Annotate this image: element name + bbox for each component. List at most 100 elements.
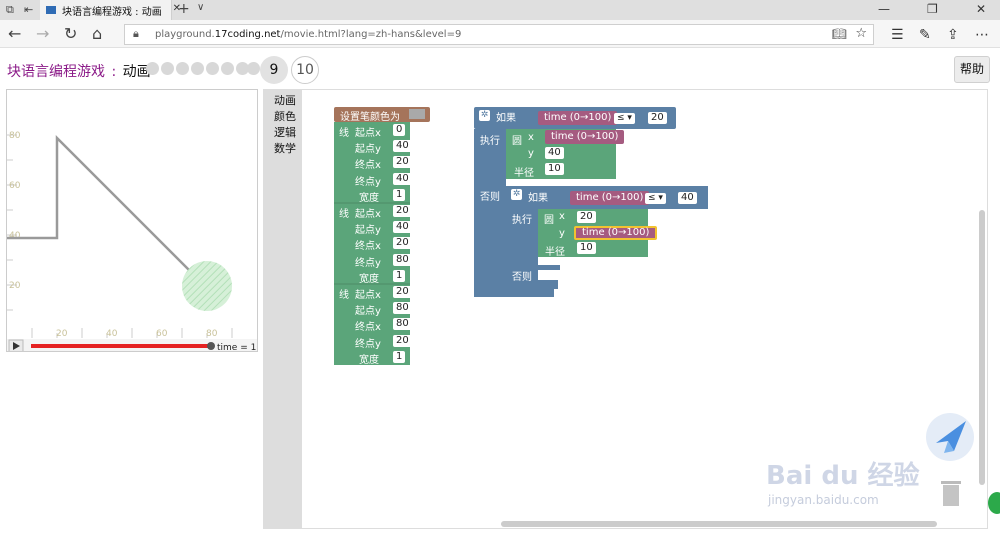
y-tick-label: 20 bbox=[9, 281, 21, 291]
circle-y-label: y bbox=[559, 228, 565, 239]
radius-value[interactable]: 10 bbox=[577, 242, 596, 254]
level-dot[interactable] bbox=[247, 62, 260, 75]
level-dot[interactable] bbox=[146, 62, 159, 75]
level-dot[interactable] bbox=[161, 62, 174, 75]
new-tab-button[interactable]: + bbox=[178, 1, 190, 17]
x-tick-label: 60 bbox=[156, 329, 168, 339]
line-end-y-label: 终点y bbox=[355, 339, 381, 350]
circle-y-value[interactable]: 40 bbox=[545, 147, 564, 159]
x-tick-label: 40 bbox=[106, 329, 118, 339]
time-variable-block[interactable]: time (0→100) bbox=[538, 111, 618, 125]
x-tick-label: 80 bbox=[206, 329, 218, 339]
radius-label: 半径 bbox=[545, 247, 565, 258]
tab-preview-icon[interactable]: ⧉ bbox=[6, 3, 14, 16]
line-end-y-label: 终点y bbox=[355, 258, 381, 269]
more-icon[interactable]: ⋯ bbox=[975, 27, 989, 43]
page-title: 块语言编程游戏 : 动画 bbox=[7, 61, 151, 81]
line-start-y-value[interactable]: 80 bbox=[393, 302, 412, 314]
gear-icon[interactable]: ✲ bbox=[479, 110, 490, 121]
compare-operator-dropdown[interactable]: ≤ ▾ bbox=[614, 113, 635, 124]
workspace-vertical-scrollbar[interactable] bbox=[979, 210, 985, 485]
browser-navbar: ← → ↻ ⌂ 🔒︎ playground.17coding.net/movie… bbox=[0, 20, 1000, 48]
set-pen-color-block[interactable] bbox=[334, 107, 430, 122]
favorite-star-icon[interactable]: ☆ bbox=[855, 26, 867, 41]
time-variable-block[interactable]: time (0→100) bbox=[545, 130, 625, 144]
circle-label: 圆 bbox=[544, 215, 554, 226]
line-end-y-value[interactable]: 40 bbox=[393, 173, 412, 185]
forward-icon[interactable]: → bbox=[36, 24, 50, 43]
toolbox-category-color[interactable]: 颜色 bbox=[274, 110, 296, 123]
line-end-x-value[interactable]: 80 bbox=[393, 318, 412, 330]
address-bar[interactable]: 🔒︎ playground.17coding.net/movie.html?la… bbox=[124, 24, 874, 45]
do-label: 执行 bbox=[512, 215, 532, 226]
progress-track[interactable] bbox=[31, 344, 211, 348]
refresh-icon[interactable]: ↻ bbox=[64, 24, 78, 43]
time-variable-block-selected[interactable]: time (0→100) bbox=[574, 226, 658, 240]
circle-label: 圆 bbox=[512, 136, 522, 147]
if-label: 如果 bbox=[528, 193, 548, 204]
line-start-x-label: 起点x bbox=[355, 128, 381, 139]
toolbox-category-animation[interactable]: 动画 bbox=[274, 94, 296, 107]
line-start-x-value[interactable]: 20 bbox=[393, 286, 412, 298]
line-start-y-label: 起点y bbox=[355, 225, 381, 236]
line-start-x-label: 起点x bbox=[355, 209, 381, 220]
else-label: 否则 bbox=[480, 192, 500, 203]
browser-tab[interactable]: 块语言编程游戏 : 动画 ✕ bbox=[40, 0, 181, 20]
trash-icon[interactable] bbox=[939, 477, 963, 507]
line-end-y-value[interactable]: 20 bbox=[393, 335, 412, 347]
progress-handle[interactable] bbox=[207, 342, 215, 350]
reading-view-icon[interactable]: 📖︎ bbox=[831, 27, 847, 41]
level-dot[interactable] bbox=[206, 62, 219, 75]
line-end-y-value[interactable]: 80 bbox=[393, 254, 412, 266]
close-window-icon[interactable]: ✕ bbox=[976, 2, 987, 16]
line-width-value[interactable]: 1 bbox=[393, 270, 406, 282]
maximize-icon[interactable]: ❐ bbox=[927, 2, 938, 16]
line-end-x-value[interactable]: 20 bbox=[393, 156, 412, 168]
line-start-x-value[interactable]: 20 bbox=[393, 205, 412, 217]
y-tick-label: 60 bbox=[9, 181, 21, 191]
level-dot[interactable] bbox=[176, 62, 189, 75]
level-button-current[interactable]: 9 bbox=[260, 56, 288, 84]
line-start-x-value[interactable]: 0 bbox=[393, 124, 406, 136]
line-width-label: 宽度 bbox=[359, 274, 379, 285]
compare-value[interactable]: 20 bbox=[648, 112, 667, 124]
level-dot[interactable] bbox=[236, 62, 249, 75]
level-dot[interactable] bbox=[221, 62, 234, 75]
level-dot[interactable] bbox=[191, 62, 204, 75]
tab-close-icon[interactable]: ✕ bbox=[172, 3, 181, 14]
drawn-line bbox=[7, 134, 208, 289]
notes-pen-icon[interactable]: ✎ bbox=[919, 27, 931, 43]
compare-operator-dropdown[interactable]: ≤ ▾ bbox=[645, 193, 666, 204]
line-start-y-value[interactable]: 40 bbox=[393, 221, 412, 233]
line-end-x-label: 终点x bbox=[355, 322, 381, 333]
back-icon[interactable]: ← bbox=[8, 24, 22, 43]
gear-icon[interactable]: ✲ bbox=[511, 189, 522, 200]
line-width-value[interactable]: 1 bbox=[393, 189, 406, 201]
level-button-next[interactable]: 10 bbox=[291, 56, 319, 84]
block-workspace[interactable]: 设置笔颜色为 线 起点x 0 起点y 40 终点x 20 终点y 40 宽度 1… bbox=[301, 89, 988, 529]
color-swatch[interactable] bbox=[409, 109, 425, 119]
home-icon[interactable]: ⌂ bbox=[92, 24, 103, 43]
hub-icon[interactable]: ☰ bbox=[891, 27, 904, 43]
minimize-icon[interactable]: — bbox=[878, 2, 890, 16]
circle-x-value[interactable]: 20 bbox=[577, 211, 596, 223]
line-end-x-value[interactable]: 20 bbox=[393, 237, 412, 249]
radius-value[interactable]: 10 bbox=[545, 163, 564, 175]
side-badge-icon[interactable] bbox=[988, 492, 1000, 514]
x-tick-label: 20 bbox=[56, 329, 68, 339]
workspace-horizontal-scrollbar[interactable] bbox=[501, 521, 937, 527]
toolbox-category-math[interactable]: 数学 bbox=[274, 142, 296, 155]
tab-list-button[interactable]: ∨ bbox=[197, 2, 205, 13]
time-variable-block[interactable]: time (0→100) bbox=[570, 191, 650, 205]
line-width-value[interactable]: 1 bbox=[393, 351, 406, 363]
tab-title: 块语言编程游戏 : 动画 bbox=[62, 7, 162, 18]
else-label: 否则 bbox=[512, 272, 532, 283]
compare-value[interactable]: 40 bbox=[678, 192, 697, 204]
set-aside-tabs-icon[interactable]: ⇤ bbox=[24, 3, 34, 16]
animated-circle bbox=[182, 261, 232, 311]
help-button[interactable]: 帮助 bbox=[954, 56, 990, 83]
line-start-y-value[interactable]: 40 bbox=[393, 140, 412, 152]
share-icon[interactable]: ⇪ bbox=[947, 27, 959, 43]
line-block-title: 线 bbox=[339, 290, 349, 301]
toolbox-category-logic[interactable]: 逻辑 bbox=[274, 126, 296, 139]
